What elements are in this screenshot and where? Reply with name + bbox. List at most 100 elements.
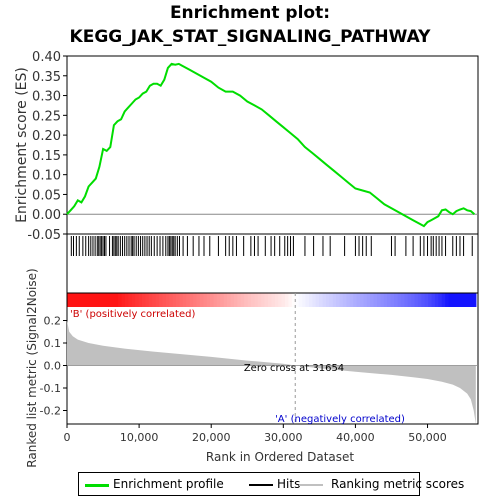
heat-cell: [186, 293, 191, 307]
heat-cell: [322, 293, 327, 307]
heat-cell: [227, 293, 232, 307]
heat-cell: [445, 293, 450, 307]
heat-cell: [114, 293, 119, 307]
heat-cell: [438, 293, 443, 307]
es-y-tick-label: 0.15: [32, 149, 61, 164]
es-y-tick-label: 0.35: [32, 70, 61, 85]
heat-cell: [281, 293, 286, 307]
heat-cell: [278, 293, 283, 307]
heat-cell: [223, 293, 228, 307]
heat-cell: [407, 293, 412, 307]
heat-cell: [196, 293, 201, 307]
heat-cell: [135, 293, 140, 307]
heat-cell: [421, 293, 426, 307]
heat-cell: [247, 293, 252, 307]
heat-cell: [339, 293, 344, 307]
heat-cell: [329, 293, 334, 307]
heat-cell: [80, 293, 85, 307]
heat-cell: [288, 293, 293, 307]
heat-cell: [291, 293, 296, 307]
heat-cell: [237, 293, 242, 307]
ranking-metric-area: [67, 320, 476, 424]
heat-cell: [332, 293, 337, 307]
heat-cell: [230, 293, 235, 307]
heat-cell: [377, 293, 382, 307]
heat-cell: [179, 293, 184, 307]
metric-y-axis-label: Ranked list metric (Signal2Noise): [25, 268, 39, 467]
heat-cell: [346, 293, 351, 307]
heat-cell: [250, 293, 255, 307]
heat-cell: [342, 293, 347, 307]
heat-cell: [118, 293, 123, 307]
heat-cell: [462, 293, 467, 307]
heat-cell: [87, 293, 92, 307]
positive-correlated-label: 'B' (positively correlated): [70, 309, 195, 320]
heat-cell: [162, 293, 167, 307]
heat-cell: [305, 293, 310, 307]
heat-cell: [319, 293, 324, 307]
heat-cell: [220, 293, 225, 307]
metric-y-tick-label: -0.2: [40, 405, 61, 418]
heat-cell: [128, 293, 133, 307]
heat-cell: [73, 293, 78, 307]
heat-cell: [349, 293, 354, 307]
heat-cell: [199, 293, 204, 307]
x-tick-label: 20,000: [192, 431, 231, 444]
heat-cell: [268, 293, 273, 307]
heat-cell: [70, 293, 75, 307]
heat-cell: [104, 293, 109, 307]
es-y-tick-label: 0.20: [32, 129, 61, 144]
es-y-axis-label: Enrichment score (ES): [14, 67, 30, 223]
heat-cell: [244, 293, 249, 307]
hits-panel: [70, 236, 473, 256]
es-y-tick-label: -0.05: [27, 228, 61, 243]
heat-cell: [285, 293, 290, 307]
heat-cell: [254, 293, 259, 307]
legend-label-metric: Ranking metric scores: [331, 477, 465, 491]
enrichment-profile-line: [66, 62, 476, 228]
heat-cell: [469, 293, 474, 307]
heat-cell: [101, 293, 106, 307]
chart-title-line1: Enrichment plot:: [169, 3, 331, 23]
heat-cell: [302, 293, 307, 307]
heat-cell: [458, 293, 463, 307]
heat-cell: [428, 293, 433, 307]
heat-cell: [193, 293, 198, 307]
heat-cell: [325, 293, 330, 307]
heat-cell: [414, 293, 419, 307]
es-y-tick-label: 0.05: [32, 188, 61, 203]
heat-cell: [176, 293, 181, 307]
heat-cell: [390, 293, 395, 307]
es-y-tick-label: 0.40: [32, 50, 61, 65]
heat-cell: [77, 293, 82, 307]
heat-cell: [172, 293, 177, 307]
legend-label-hits: Hits: [277, 477, 301, 491]
heat-cell: [97, 293, 102, 307]
heat-cell: [366, 293, 371, 307]
heat-cell: [141, 293, 146, 307]
heat-cell: [145, 293, 150, 307]
metric-y-tick-label: 0.1: [44, 337, 62, 350]
legend-label-enrichment: Enrichment profile: [113, 477, 224, 491]
heat-cell: [121, 293, 126, 307]
heat-cell: [213, 293, 218, 307]
heat-cell: [451, 293, 456, 307]
heat-cell: [94, 293, 99, 307]
heat-cell: [210, 293, 215, 307]
legend-swatch-metric: [299, 484, 323, 486]
x-tick-label: 30,000: [264, 431, 303, 444]
heat-cell: [169, 293, 174, 307]
heat-cell: [203, 293, 208, 307]
heat-cell: [400, 293, 405, 307]
metric-y-tick-label: -0.1: [40, 382, 61, 395]
legend-swatch-hits: [249, 484, 273, 486]
heat-cell: [394, 293, 399, 307]
legend: Enrichment profile Hits Ranking metric s…: [78, 472, 464, 496]
heat-cell: [465, 293, 470, 307]
heat-cell: [165, 293, 170, 307]
heat-cell: [380, 293, 385, 307]
es-y-tick-label: 0.25: [32, 109, 61, 124]
heat-cell: [90, 293, 95, 307]
